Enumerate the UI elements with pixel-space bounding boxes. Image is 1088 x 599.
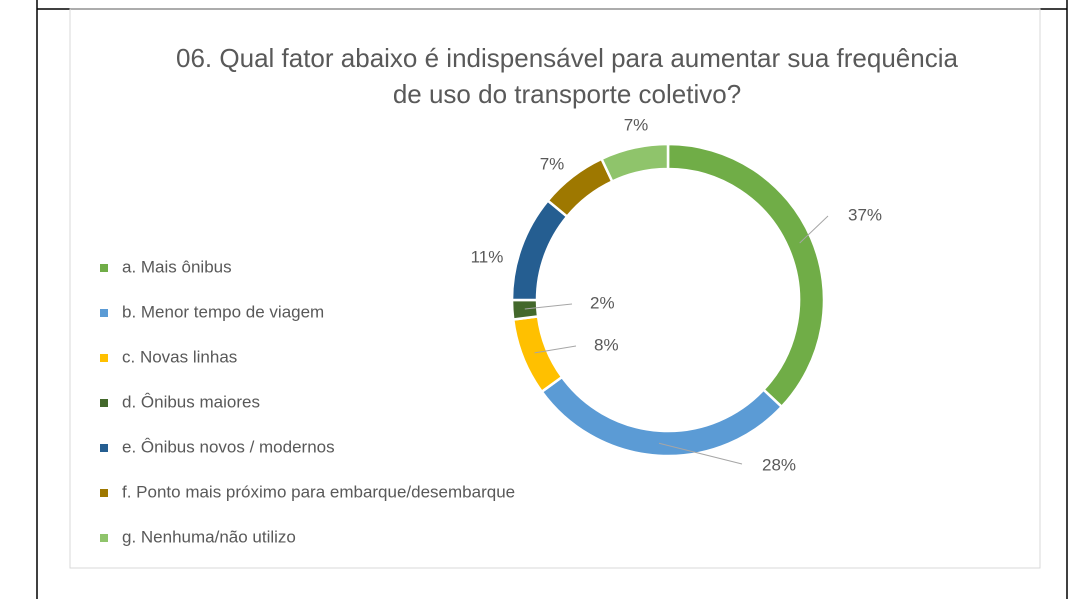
- legend-swatch: [100, 354, 108, 362]
- leader-line: [524, 303, 573, 310]
- legend-swatch: [100, 399, 108, 407]
- legend-label: g. Nenhuma/não utilizo: [122, 527, 296, 546]
- legend-swatch: [100, 489, 108, 497]
- donut-segment: [666, 142, 826, 409]
- legend-swatch: [100, 534, 108, 542]
- data-label: 2%: [590, 293, 615, 312]
- donut-segment: [599, 142, 670, 184]
- chart-title: 06. Qual fator abaixo é indispensável pa…: [176, 43, 958, 109]
- donut-segment: [511, 315, 564, 394]
- donut-segment: [510, 198, 569, 302]
- data-label: 28%: [762, 455, 796, 474]
- legend-label: c. Novas linhas: [122, 347, 237, 366]
- data-label: 11%: [471, 247, 504, 266]
- data-label: 7%: [540, 154, 565, 173]
- leader-line: [658, 442, 743, 465]
- legend-label: d. Ônibus maiores: [122, 392, 260, 411]
- legend-swatch: [100, 309, 108, 317]
- chart-area: [69, 8, 1041, 569]
- data-label: 8%: [594, 335, 619, 354]
- data-label: 37%: [848, 205, 882, 224]
- legend-label: f. Ponto mais próximo para embarque/dese…: [122, 482, 515, 501]
- data-label: 7%: [624, 115, 649, 134]
- leader-line: [534, 345, 577, 354]
- donut-segment: [510, 298, 540, 321]
- legend-swatch: [100, 444, 108, 452]
- legend-label: e. Ônibus novos / modernos: [122, 437, 335, 456]
- legend-label: b. Menor tempo de viagem: [122, 302, 324, 321]
- leader-line: [799, 215, 829, 244]
- legend-label: a. Mais ônibus: [122, 257, 232, 276]
- legend-swatch: [100, 264, 108, 272]
